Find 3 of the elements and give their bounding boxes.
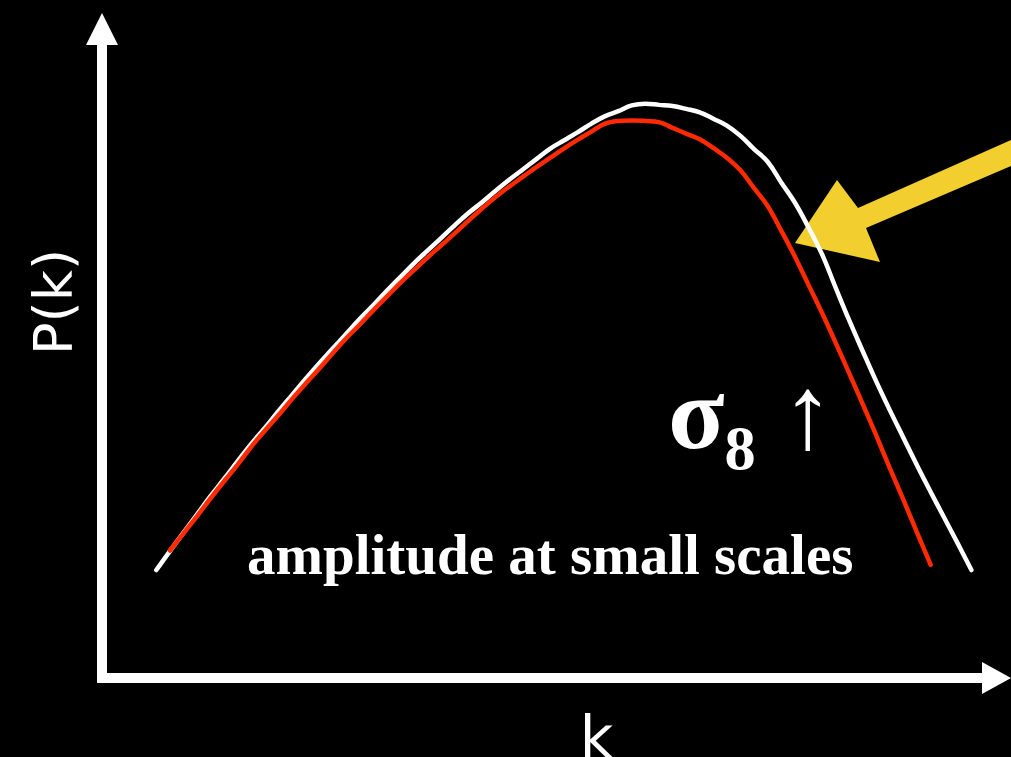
annotation: amplitude at small scales xyxy=(247,523,854,586)
annotation: σ₈ ↑ xyxy=(668,354,834,470)
y-axis-title: P(k) xyxy=(21,249,85,355)
